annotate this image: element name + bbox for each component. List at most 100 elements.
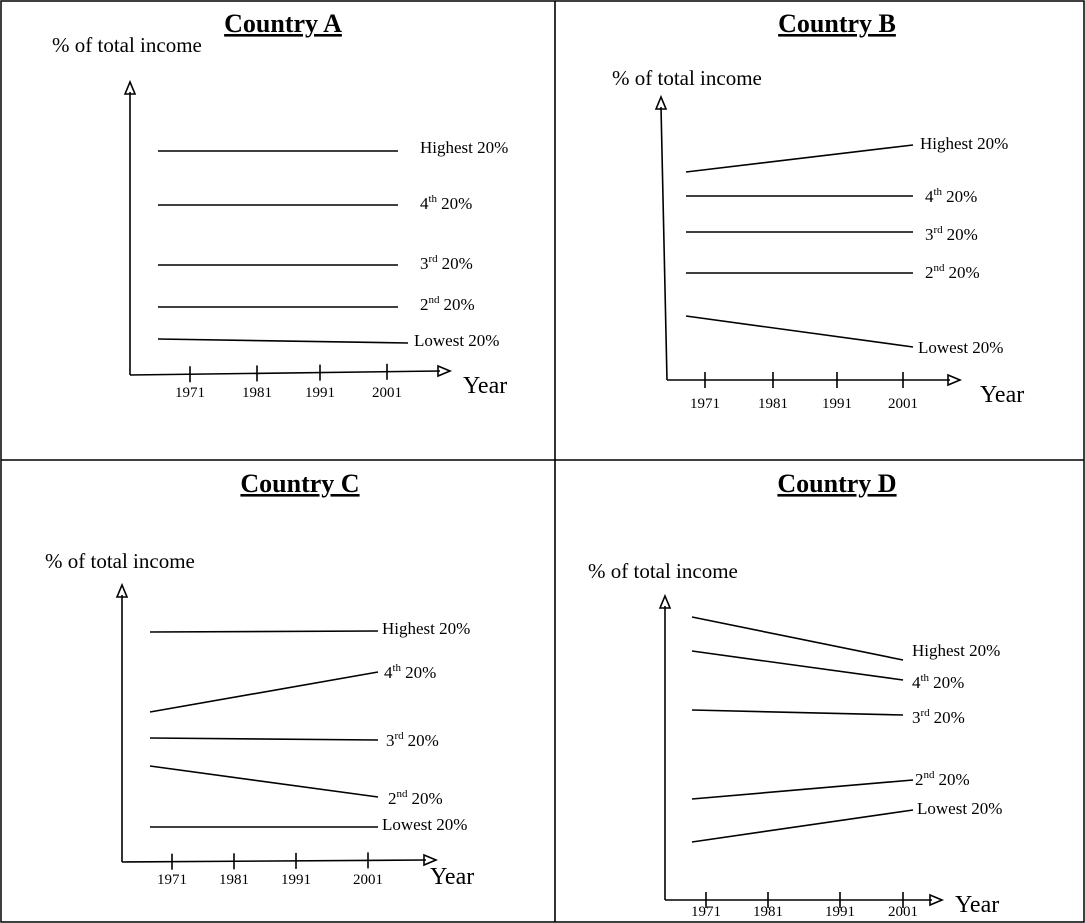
y-axis-label: % of total income	[52, 33, 202, 57]
line-label: Lowest 20%	[414, 331, 499, 350]
income-share-line	[149, 630, 379, 633]
label-text: Highest 20%	[920, 134, 1008, 153]
tick-label: 1971	[175, 385, 205, 401]
line-label: 3rd 20%	[912, 707, 965, 727]
label-text: Lowest 20%	[382, 815, 467, 834]
x-axis-label: Year	[463, 373, 507, 399]
panel: Country A % of total income Year 1971 1981 19…	[52, 9, 508, 401]
x-axis-label: Year	[430, 864, 474, 890]
line-label: 2nd 20%	[388, 788, 443, 808]
income-share-line	[691, 709, 904, 716]
tick-label: 1991	[822, 396, 852, 412]
line-label: 3rd 20%	[386, 730, 439, 750]
tick-label: 1971	[691, 904, 721, 920]
x-axis-arrow	[947, 373, 963, 387]
line-label: 4th 20%	[925, 186, 977, 206]
income-share-line	[149, 671, 379, 713]
label-text: 3	[925, 225, 934, 244]
line-label: 4th 20%	[384, 662, 436, 682]
line-label: Lowest 20%	[918, 338, 1003, 357]
y-axis-label: % of total income	[45, 549, 195, 573]
label-text: 20%	[412, 789, 443, 808]
panel-title: Country A	[224, 9, 342, 38]
label-superscript: rd	[395, 730, 405, 742]
income-share-line	[149, 737, 379, 741]
y-axis-arrow	[654, 94, 668, 110]
label-text: 20%	[949, 263, 980, 282]
x-axis-label: Year	[980, 382, 1024, 408]
label-text: 20%	[934, 708, 965, 727]
line-label: Lowest 20%	[917, 799, 1002, 818]
line-label: 4th 20%	[912, 672, 964, 692]
y-axis-arrow	[115, 582, 129, 598]
label-superscript: th	[934, 186, 943, 198]
income-share-line	[691, 809, 914, 843]
label-text: 20%	[933, 673, 964, 692]
label-text: 2	[915, 770, 924, 789]
label-text: 20%	[405, 663, 436, 682]
line-label: 3rd 20%	[925, 224, 978, 244]
label-text: 2	[420, 295, 429, 314]
label-text: 4	[912, 673, 921, 692]
x-axis-arrow	[423, 853, 439, 867]
panel: Country B % of total income Year 1971 1981 19…	[612, 9, 1024, 412]
label-text: 20%	[444, 295, 475, 314]
line-label: Lowest 20%	[382, 815, 467, 834]
x-axis-arrow	[437, 364, 453, 378]
label-text: 3	[386, 731, 395, 750]
label-superscript: th	[393, 662, 402, 674]
tick-label: 2001	[888, 904, 918, 920]
label-text: 4	[384, 663, 393, 682]
label-text: 20%	[408, 731, 439, 750]
panel: Country C % of total income Year 1971 1981 19…	[45, 469, 474, 890]
panel-title: Country C	[240, 469, 359, 498]
y-axis-arrow	[123, 79, 137, 95]
label-superscript: th	[429, 193, 438, 205]
line-label: Highest 20%	[920, 134, 1008, 153]
label-text: 20%	[441, 194, 472, 213]
panel-title: Country B	[778, 9, 896, 38]
label-text: 2	[388, 789, 397, 808]
tick-label: 2001	[372, 385, 402, 401]
line-label: Highest 20%	[912, 641, 1000, 660]
x-axis	[121, 859, 427, 863]
tick-label: 1981	[758, 396, 788, 412]
label-text: Highest 20%	[420, 138, 508, 157]
label-text: 3	[420, 254, 429, 273]
label-text: 3	[912, 708, 921, 727]
tick-label: 1981	[219, 872, 249, 888]
label-superscript: rd	[921, 707, 931, 719]
label-text: Lowest 20%	[414, 331, 499, 350]
income-share-line	[691, 616, 904, 661]
y-axis	[660, 106, 668, 381]
income-share-line	[685, 315, 914, 348]
tick-label: 1991	[281, 872, 311, 888]
label-superscript: nd	[934, 262, 946, 274]
x-axis-arrow	[929, 893, 945, 907]
panel: Country D % of total income Year 1971 1981 19…	[588, 469, 1002, 920]
label-text: 4	[925, 187, 934, 206]
income-share-line	[157, 338, 409, 344]
label-superscript: nd	[924, 769, 936, 781]
panel-title: Country D	[777, 469, 896, 498]
tick-label: 1991	[825, 904, 855, 920]
line-label: 3rd 20%	[420, 253, 473, 273]
label-text: 20%	[442, 254, 473, 273]
income-share-line	[685, 144, 914, 173]
y-axis-label: % of total income	[612, 66, 762, 90]
y-axis-label: % of total income	[588, 559, 738, 583]
line-label: 2nd 20%	[420, 294, 475, 314]
tick-label: 1971	[157, 872, 187, 888]
line-label: 2nd 20%	[915, 769, 970, 789]
tick-label: 2001	[888, 396, 918, 412]
line-label: 4th 20%	[420, 193, 472, 213]
tick-label: 1971	[690, 396, 720, 412]
label-text: 20%	[947, 225, 978, 244]
tick-label: 1981	[242, 385, 272, 401]
label-text: Highest 20%	[382, 619, 470, 638]
label-text: 2	[925, 263, 934, 282]
label-text: Lowest 20%	[917, 799, 1002, 818]
label-text: 4	[420, 194, 429, 213]
